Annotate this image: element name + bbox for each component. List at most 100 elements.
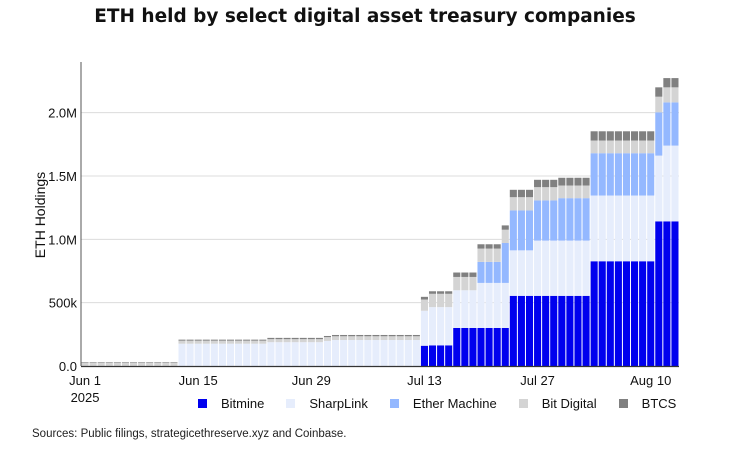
bar-segment-sharplink — [558, 240, 566, 296]
y-tick-label: 0.0 — [59, 359, 77, 374]
bar-segment-ether-machine — [663, 102, 671, 146]
bar-segment-ether-machine — [582, 198, 590, 241]
bar-segment-sharplink — [388, 340, 396, 366]
bar-segment-sharplink — [428, 307, 437, 346]
bar-segment-btcs — [89, 362, 97, 363]
bar-segment-bit-digital — [170, 362, 178, 366]
bar-segment-sharplink — [437, 307, 445, 346]
bar-stack — [129, 362, 138, 366]
bar-segment-btcs — [138, 362, 146, 363]
bar-stack — [218, 339, 226, 366]
bar-segment-btcs — [477, 244, 485, 249]
bar-segment-ether-machine — [622, 153, 631, 196]
bar-segment-bitmine — [469, 328, 477, 366]
bar-segment-bit-digital — [226, 340, 235, 344]
bar-segment-btcs — [622, 131, 631, 141]
bar-segment-btcs — [243, 339, 251, 341]
legend-item: BTCS — [618, 396, 676, 411]
bar-segment-bitmine — [550, 295, 558, 366]
bar-segment-bitmine — [671, 221, 679, 366]
bar-stack — [146, 362, 154, 366]
bar-segment-sharplink — [631, 195, 639, 262]
bar-segment-btcs — [307, 337, 315, 340]
bar-stack — [501, 225, 509, 366]
bar-stack — [396, 334, 404, 366]
bar-segment-bitmine — [509, 295, 517, 366]
bar-stack — [509, 189, 517, 366]
bar-segment-ether-machine — [598, 153, 606, 196]
bar-segment-ether-machine — [639, 153, 647, 196]
bar-segment-bit-digital — [655, 96, 663, 113]
bar-stack — [647, 131, 655, 366]
x-tick-label: Jul 13 — [407, 373, 442, 388]
bar-segment-bitmine — [582, 295, 590, 366]
bar-segment-bit-digital — [259, 340, 267, 344]
bar-segment-bit-digital — [146, 362, 154, 366]
bar-segment-sharplink — [396, 340, 404, 366]
bar-segment-bitmine — [639, 261, 647, 366]
y-axis-label: ETH Holdings — [32, 172, 48, 258]
legend-label: Bit Digital — [541, 396, 597, 411]
bar-segment-btcs — [380, 334, 388, 337]
bar-stack — [622, 131, 631, 366]
bar-segment-sharplink — [323, 340, 332, 366]
bar-segment-ether-machine — [534, 200, 542, 241]
bar-segment-sharplink — [283, 342, 291, 366]
legend-swatch — [389, 399, 399, 408]
bar-segment-btcs — [550, 179, 558, 188]
bar-stack — [404, 334, 412, 366]
bar-segment-btcs — [517, 189, 525, 198]
bar-segment-btcs — [186, 339, 194, 341]
bar-stack — [493, 244, 501, 366]
y-tick-label: 1.5M — [48, 169, 77, 184]
bar-segment-bit-digital — [501, 229, 509, 244]
bar-segment-bit-digital — [598, 140, 606, 154]
bar-segment-bit-digital — [267, 339, 275, 343]
bar-segment-ether-machine — [542, 200, 550, 241]
bar-stack — [428, 291, 437, 366]
bar-segment-btcs — [485, 244, 493, 249]
bar-segment-sharplink — [420, 310, 428, 346]
bar-segment-sharplink — [469, 290, 477, 328]
bar-segment-bit-digital — [671, 87, 679, 103]
bar-stack — [412, 334, 420, 366]
bar-stack — [655, 87, 663, 366]
bar-segment-bitmine — [558, 295, 566, 366]
bar-segment-bit-digital — [412, 336, 420, 341]
bar-segment-sharplink — [364, 340, 372, 366]
bar-stack — [372, 334, 380, 366]
legend-item: Bitmine — [198, 396, 264, 411]
bar-segment-bit-digital — [477, 248, 485, 262]
bar-segment-btcs — [210, 339, 218, 341]
bar-stack — [550, 179, 558, 366]
legend: Bitmine SharpLink Ether Machine Bit Digital… — [198, 396, 698, 411]
y-tick-labels: 0.0 500k 1.0M 1.5M 2.0M — [48, 106, 77, 374]
bar-segment-btcs — [671, 78, 679, 88]
legend-item: Ether Machine — [389, 396, 497, 411]
bar-stack — [534, 179, 542, 366]
bar-segment-btcs — [614, 131, 622, 141]
bar-segment-sharplink — [404, 340, 412, 366]
bar-segment-sharplink — [566, 240, 574, 296]
bar-segment-bit-digital — [243, 340, 251, 344]
bar-segment-btcs — [113, 362, 121, 363]
bar-segment-btcs — [639, 131, 647, 141]
bar-segment-sharplink — [525, 250, 534, 296]
bar-segment-sharplink — [380, 340, 388, 366]
bar-segment-bit-digital — [509, 197, 517, 211]
bar-stack — [485, 244, 493, 366]
bar-segment-bitmine — [542, 295, 550, 366]
bar-segment-bitmine — [534, 295, 542, 366]
bar-segment-sharplink — [582, 240, 590, 296]
bar-segment-btcs — [534, 179, 542, 188]
bar-stack — [121, 362, 129, 366]
bar-segment-ether-machine — [517, 210, 525, 251]
bar-segment-bit-digital — [299, 339, 307, 343]
bar-segment-bit-digital — [453, 276, 461, 291]
bar-segment-btcs — [655, 87, 663, 97]
bar-segment-btcs — [81, 362, 89, 363]
bar-stack — [469, 272, 477, 366]
bar-segment-btcs — [461, 272, 469, 277]
bar-segment-sharplink — [332, 340, 340, 366]
bar-segment-btcs — [105, 362, 113, 363]
